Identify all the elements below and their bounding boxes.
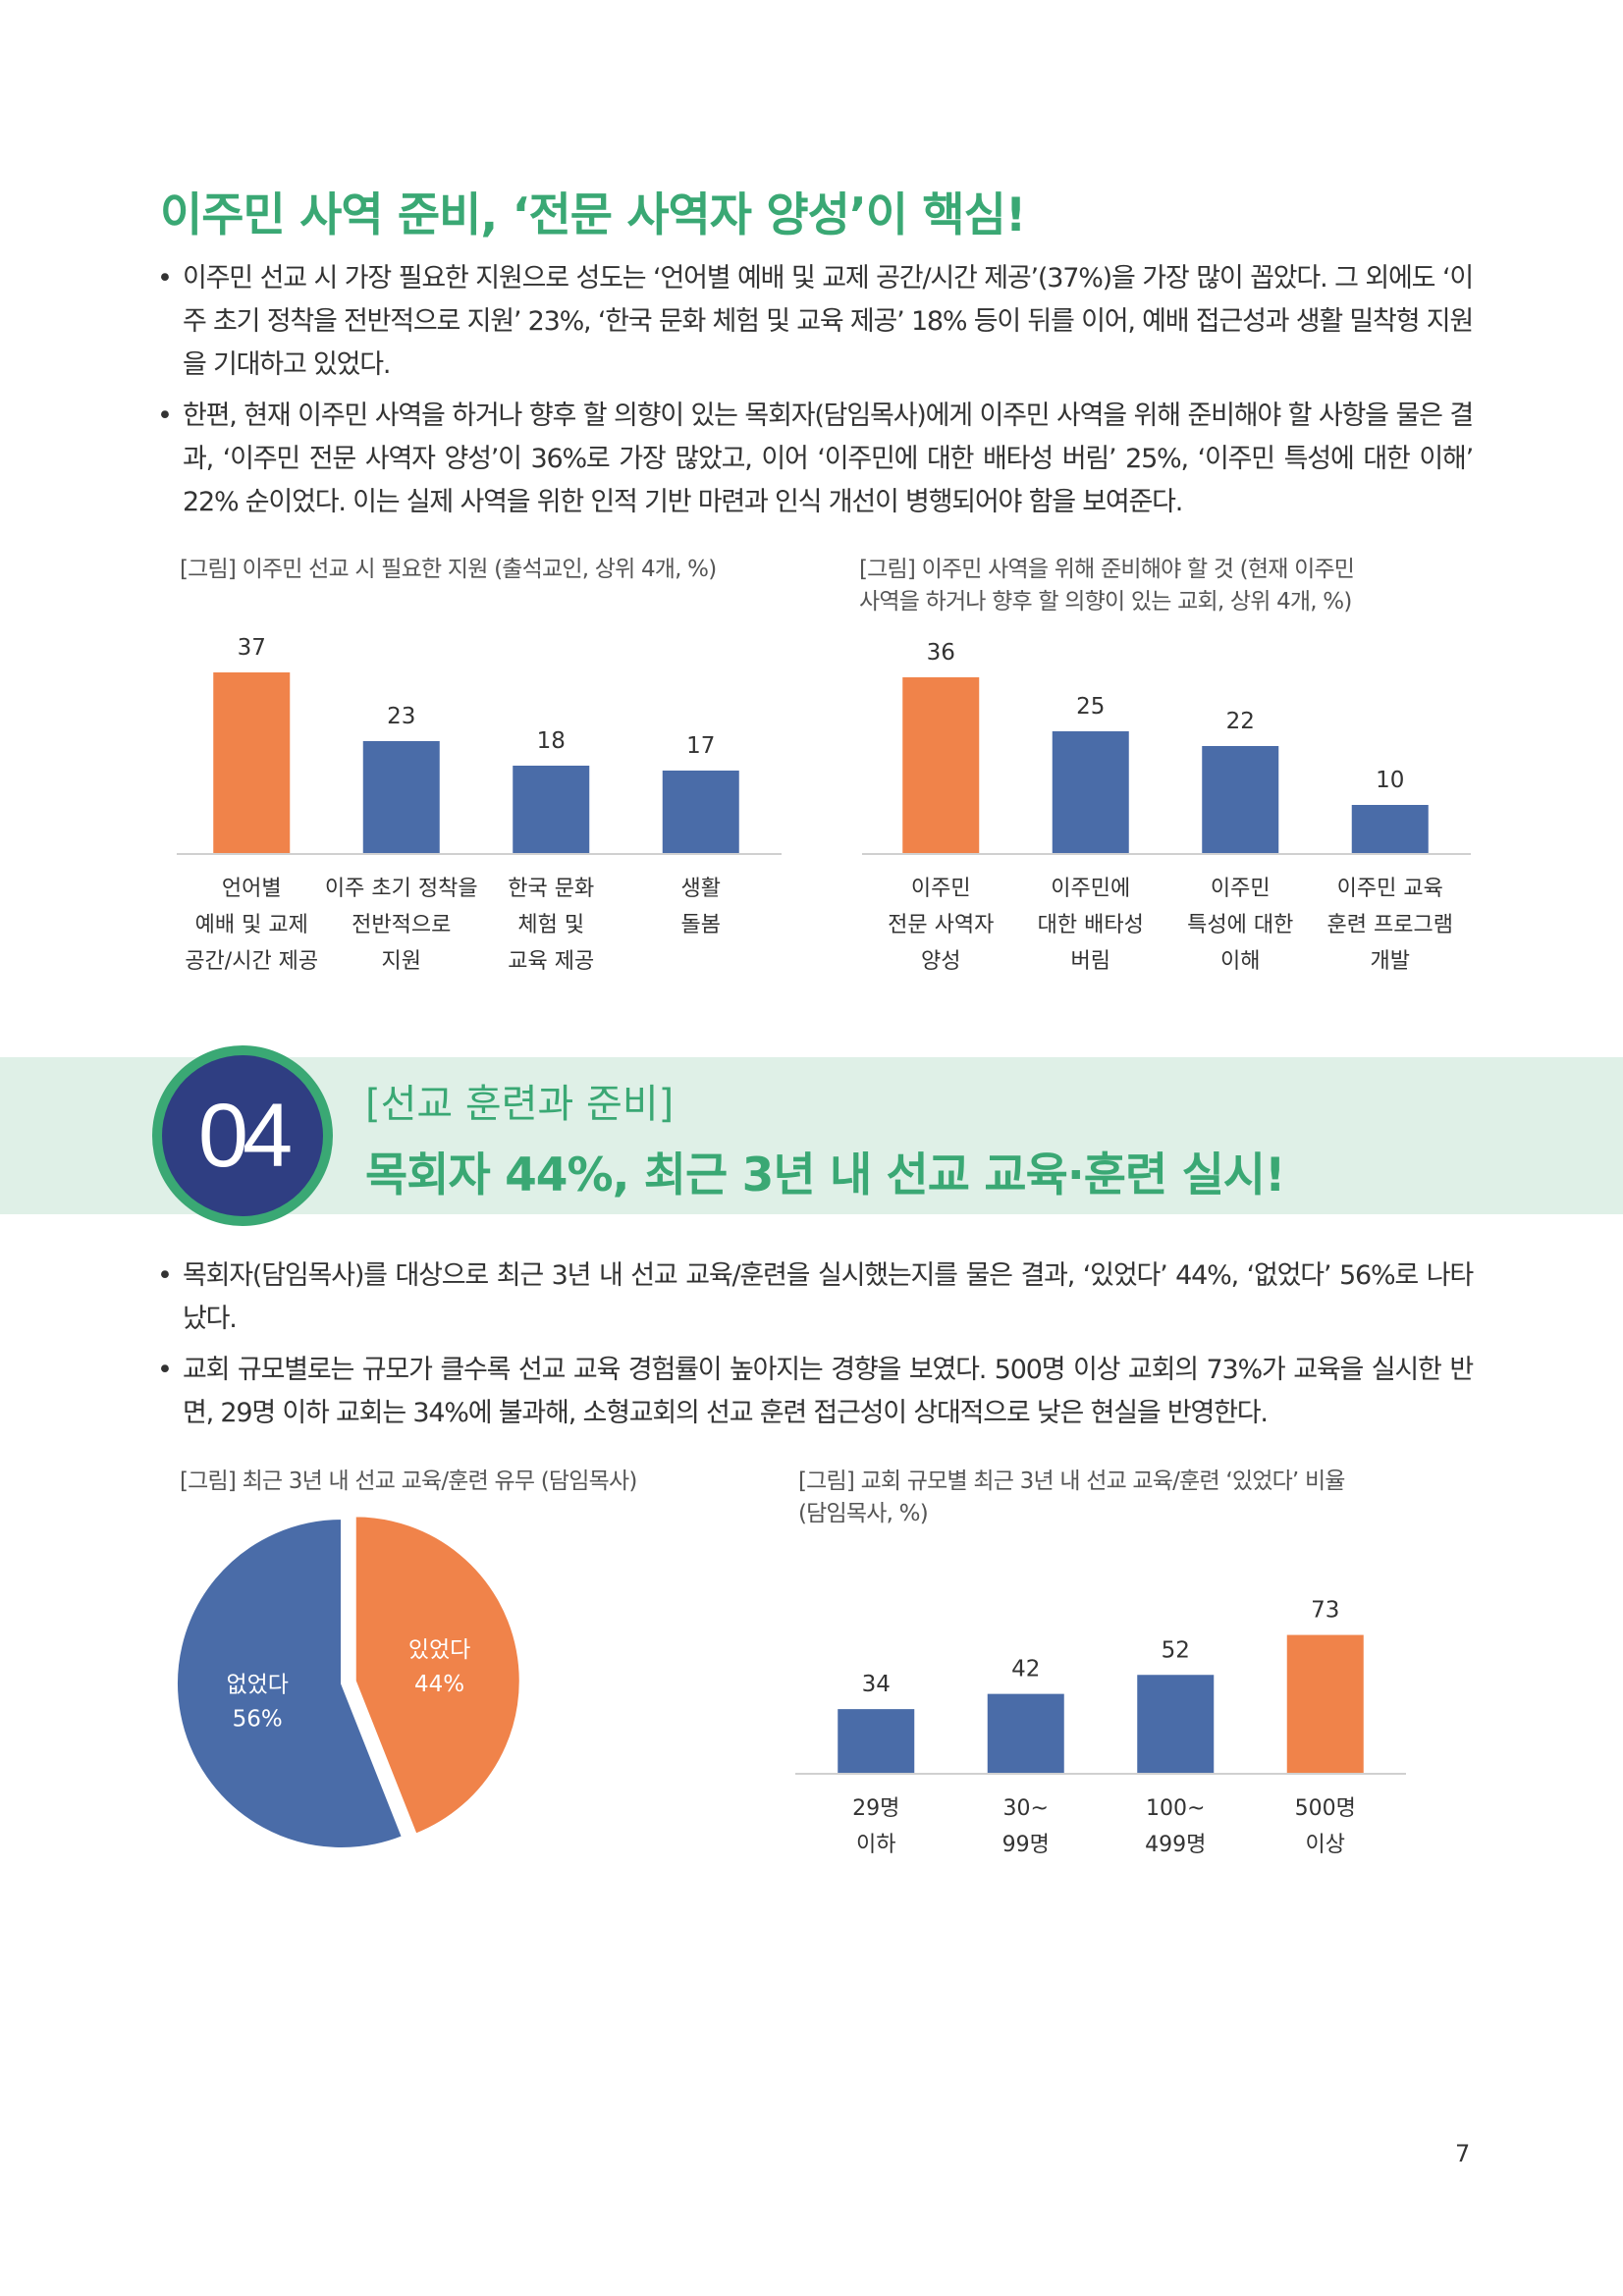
- pie-slice-label: 없었다: [226, 1672, 288, 1697]
- bar: [902, 677, 980, 854]
- bar-value-label: 22: [1226, 709, 1255, 734]
- chart4-title: [그림] 교회 규모별 최근 3년 내 선교 교육/훈련 ‘있었다’ 비율 (담…: [798, 1468, 1345, 1526]
- category-label: 500명 이상: [1295, 1796, 1356, 1857]
- section-subtitle: [선교 훈련과 준비]: [365, 1082, 675, 1127]
- bullet-text: 이주민 선교 시 가장 필요한 지원으로 성도는 ‘언어별 예배 및 교제 공간…: [157, 257, 1474, 387]
- bar: [1137, 1675, 1215, 1774]
- chart2-title: [그림] 이주민 사역을 위해 준비해야 할 것 (현재 이주민 사역을 하거나…: [859, 557, 1355, 614]
- page-number: 7: [1455, 2140, 1471, 2167]
- bar-value-label: 42: [1011, 1657, 1040, 1682]
- bar-value-label: 52: [1162, 1637, 1190, 1663]
- bullet-text: 한편, 현재 이주민 사역을 하거나 향후 할 의향이 있는 목회자(담임목사)…: [157, 395, 1474, 524]
- bar-value-label: 18: [537, 728, 566, 754]
- section2-bullets: 목회자(담임목사)를 대상으로 최근 3년 내 선교 교육/훈련을 실시했는지를…: [157, 1255, 1474, 1443]
- pie-slice: [176, 1517, 405, 1849]
- category-label: 30~ 99명: [1002, 1796, 1050, 1857]
- bar-value-label: 10: [1376, 768, 1404, 793]
- chart1-title: [그림] 이주민 선교 시 필요한 지원 (출석교인, 상위 4개, %): [180, 557, 717, 582]
- category-label: 이주민 전문 사역자 양성: [888, 877, 994, 974]
- category-label: 언어별 예배 및 교제 공간/시간 제공: [185, 877, 318, 974]
- bar-value-label: 36: [927, 640, 955, 666]
- bar: [987, 1693, 1064, 1774]
- section-heading: 목회자 44%, 최근 3년 내 선교 교육·훈련 실시!: [365, 1148, 1285, 1202]
- pie-slice-value: 56%: [233, 1706, 283, 1732]
- bullet-text: 교회 규모별로는 규모가 클수록 선교 교육 경험률이 높아지는 경향을 보였다…: [157, 1349, 1474, 1435]
- section1-bullets: 이주민 선교 시 가장 필요한 지원으로 성도는 ‘언어별 예배 및 교제 공간…: [157, 257, 1474, 532]
- section-title: 이주민 사역 준비, ‘전문 사역자 양성’이 핵심!: [160, 188, 1026, 242]
- chart3-pie: 있었다 44% 없었다 56%: [176, 1515, 521, 1849]
- chart4-caption: [그림] 교회 규모별 최근 3년 내 선교 교육/훈련 ‘있었다’ 비율 (담…: [798, 1466, 1345, 1530]
- category-label: 한국 문화 체험 및 교육 제공: [508, 877, 594, 974]
- pie-slice-label: 있었다: [408, 1637, 470, 1663]
- bar: [1351, 805, 1429, 854]
- bar: [662, 771, 739, 854]
- section-number: 04: [162, 1055, 323, 1216]
- pie-slice: [353, 1515, 521, 1836]
- category-label: 이주민에 대한 배타성 버림: [1038, 877, 1144, 974]
- bar: [362, 741, 440, 854]
- chart2-caption: [그림] 이주민 사역을 위해 준비해야 할 것 (현재 이주민 사역을 하거나…: [859, 554, 1355, 618]
- category-label: 이주민 교육 훈련 프로그램 개발: [1327, 877, 1453, 974]
- chart3-caption: [그림] 최근 3년 내 선교 교육/훈련 유무 (담임목사): [180, 1466, 637, 1497]
- bullet-text: 목회자(담임목사)를 대상으로 최근 3년 내 선교 교육/훈련을 실시했는지를…: [157, 1255, 1474, 1341]
- bar: [1286, 1634, 1364, 1774]
- chart4-bar: 34 29명 이하 42 30~ 99명 52 100~ 499명 73 500명 이상: [795, 1598, 1406, 1857]
- bar: [213, 672, 291, 854]
- chart2-bar: 36 이주민 전문 사역자 양성 25 이주민에 대한 배타성 버림 22 이주민 특성에 대한 이해…: [862, 640, 1471, 974]
- bar-value-label: 23: [387, 704, 415, 729]
- category-label: 29명 이하: [852, 1796, 899, 1857]
- bar: [1052, 731, 1129, 854]
- bar: [513, 766, 590, 854]
- category-label: 100~ 499명: [1145, 1796, 1206, 1857]
- chart1-bar: 37 언어별 예배 및 교제 공간/시간 제공 23 이주 초기 정착을 전반적으로 지원 18…: [177, 635, 782, 974]
- chart1-caption: [그림] 이주민 선교 시 필요한 지원 (출석교인, 상위 4개, %): [180, 554, 717, 585]
- bar-value-label: 34: [862, 1672, 891, 1697]
- bar: [838, 1709, 915, 1774]
- bar-value-label: 25: [1076, 694, 1105, 720]
- category-label: 이주 초기 정착을 전반적으로 지원: [325, 877, 478, 974]
- bar: [1202, 746, 1279, 854]
- bar-value-label: 37: [238, 635, 266, 661]
- bar-value-label: 17: [686, 733, 715, 759]
- pie-slice-value: 44%: [414, 1672, 464, 1697]
- chart3-title: [그림] 최근 3년 내 선교 교육/훈련 유무 (담임목사): [180, 1468, 637, 1494]
- bar-value-label: 73: [1311, 1598, 1339, 1624]
- category-label: 생활 돌봄: [681, 877, 721, 937]
- category-label: 이주민 특성에 대한 이해: [1187, 877, 1293, 974]
